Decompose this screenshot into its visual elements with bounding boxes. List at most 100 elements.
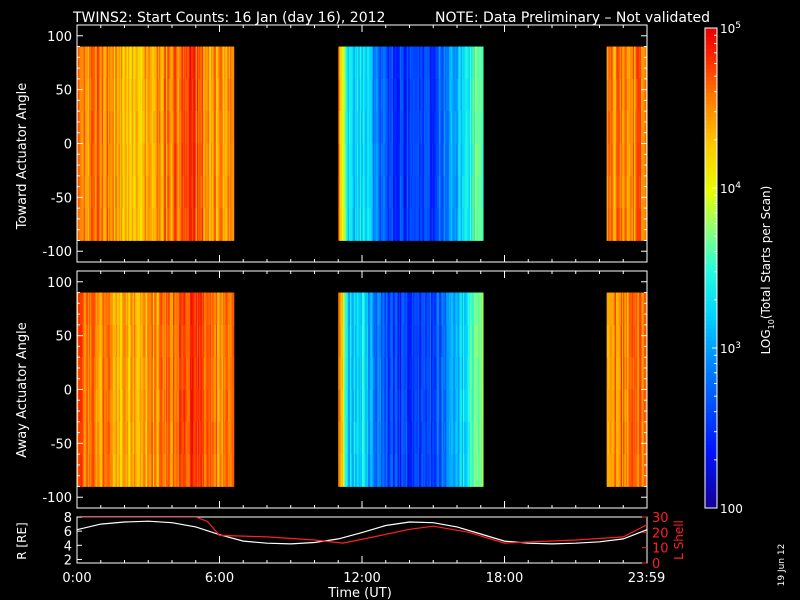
heatmap-cell	[181, 421, 184, 455]
colorbar-swatch	[705, 212, 717, 217]
heatmap-cell	[144, 324, 147, 358]
heatmap-cell	[86, 357, 89, 390]
heatmap-cell	[352, 357, 355, 390]
heatmap-cell	[369, 324, 371, 358]
heatmap-cell	[467, 208, 470, 241]
heatmap-cell	[626, 111, 629, 144]
heatmap-cell	[188, 111, 191, 144]
heatmap-cell	[185, 175, 187, 209]
heatmap-cell	[147, 208, 149, 241]
heatmap-cell	[162, 454, 165, 487]
heatmap-cell	[438, 143, 440, 177]
heatmap-cell	[91, 111, 93, 144]
heatmap-cell	[479, 357, 482, 390]
heatmap-cell	[474, 46, 477, 80]
heatmap-cell	[432, 175, 434, 209]
heatmap-cell	[441, 421, 444, 455]
heatmap-cell	[87, 46, 90, 80]
heatmap-cell	[435, 454, 438, 487]
heatmap-cell	[445, 389, 447, 423]
heatmap-cell	[618, 324, 621, 358]
heatmap-cell	[164, 208, 167, 241]
heatmap-cell	[158, 208, 161, 241]
heatmap-cell	[110, 143, 112, 177]
heatmap-cell	[441, 175, 444, 209]
heatmap-cell	[464, 324, 466, 358]
heatmap-cell	[631, 46, 634, 80]
heatmap-cell	[623, 324, 625, 358]
heatmap-cell	[378, 421, 381, 455]
heatmap-cell	[439, 389, 441, 423]
heatmap-cell	[169, 208, 172, 241]
heatmap-cell	[443, 454, 446, 487]
heatmap-cell	[447, 292, 450, 326]
heatmap-cell	[472, 389, 475, 423]
heatmap-cell	[138, 78, 141, 112]
heatmap-cell	[427, 78, 429, 112]
heatmap-cell	[427, 324, 429, 358]
heatmap-cell	[435, 389, 438, 423]
heatmap-cell	[130, 421, 133, 455]
heatmap-cell	[109, 111, 111, 144]
heatmap-cell	[218, 292, 220, 326]
heatmap-cell	[180, 389, 182, 423]
heatmap-cell	[474, 111, 477, 144]
heatmap-cell	[229, 421, 231, 455]
heatmap-cell	[157, 208, 160, 241]
heatmap-cell	[401, 389, 403, 423]
heatmap-cell	[225, 46, 228, 80]
heatmap-cell	[611, 78, 613, 112]
heatmap-cell	[354, 324, 357, 358]
heatmap-cell	[137, 143, 140, 177]
colorbar-swatch	[705, 224, 717, 229]
heatmap-cell	[147, 421, 149, 455]
heatmap-cell	[154, 208, 156, 241]
heatmap-cell	[636, 421, 638, 455]
heatmap-cell	[616, 324, 618, 358]
heatmap-cell	[612, 143, 615, 177]
heatmap-cell	[78, 324, 80, 358]
heatmap-cell	[119, 175, 122, 209]
heatmap-cell	[395, 175, 397, 209]
heatmap-cell	[104, 111, 106, 144]
heatmap-cell	[457, 78, 459, 112]
heatmap-cell	[468, 208, 471, 241]
heatmap-cell	[217, 421, 219, 455]
heatmap-cell	[163, 292, 166, 326]
heatmap-cell	[129, 357, 131, 390]
heatmap-cell	[84, 324, 86, 358]
heatmap-cell	[414, 357, 416, 390]
heatmap-cell	[86, 46, 89, 80]
heatmap-cell	[205, 292, 207, 326]
heatmap-cell	[204, 357, 206, 390]
heatmap-cell	[183, 324, 186, 358]
heatmap-cell	[385, 111, 388, 144]
heatmap-cell	[417, 208, 420, 241]
heatmap-cell	[613, 292, 616, 326]
heatmap-cell	[414, 111, 416, 144]
heatmap-cell	[223, 111, 225, 144]
heatmap-cell	[136, 78, 138, 112]
heatmap-cell	[477, 324, 479, 358]
heatmap-cell	[157, 143, 160, 177]
heatmap-cell	[429, 111, 432, 144]
heatmap-cell	[151, 143, 154, 177]
heatmap-cell	[375, 324, 377, 358]
heatmap-cell	[401, 292, 403, 326]
heatmap-cell	[208, 389, 211, 423]
heatmap-cell	[405, 111, 408, 144]
heatmap-cell	[632, 421, 635, 455]
heatmap-cell	[217, 454, 219, 487]
heatmap-cell	[389, 111, 391, 144]
heatmap-cell	[103, 421, 105, 455]
heatmap-cell	[199, 357, 201, 390]
heatmap-cell	[383, 78, 385, 112]
heatmap-cell	[430, 208, 433, 241]
heatmap-cell	[176, 78, 179, 112]
heatmap-cell	[92, 357, 95, 390]
heatmap-cell	[464, 143, 466, 177]
heatmap-cell	[385, 454, 388, 487]
heatmap-cell	[126, 454, 129, 487]
heatmap-cell	[466, 78, 469, 112]
heatmap-cell	[641, 357, 643, 390]
